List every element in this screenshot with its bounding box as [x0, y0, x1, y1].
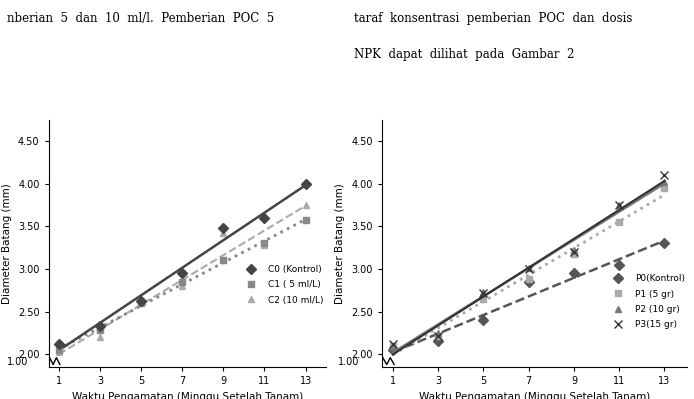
Legend: P0(Kontrol), P1 (5 gr), P2 (10 gr), P3(15 gr): P0(Kontrol), P1 (5 gr), P2 (10 gr), P3(1… — [604, 271, 688, 333]
C1 ( 5 ml/L) — [178, 279, 187, 284]
P0(Kontrol) — [525, 279, 533, 284]
C2 (10 ml/L) — [137, 299, 145, 304]
C2 (10 ml/L) — [219, 231, 228, 235]
P1 (5 gr) — [660, 186, 668, 190]
P0(Kontrol) — [480, 318, 488, 322]
X-axis label: Waktu Pengamatan (Minggu Setelah Tanam): Waktu Pengamatan (Minggu Setelah Tanam) — [418, 392, 650, 399]
P1 (5 gr) — [434, 333, 442, 338]
Line: P3(15 gr): P3(15 gr) — [389, 171, 668, 348]
P1 (5 gr) — [525, 277, 533, 282]
P0(Kontrol) — [570, 271, 578, 276]
Y-axis label: Diameter Batang (mm): Diameter Batang (mm) — [335, 183, 346, 304]
Line: P2 (10 gr): P2 (10 gr) — [389, 178, 668, 349]
P2 (10 gr) — [570, 248, 578, 253]
X-axis label: Waktu Pengamatan (Minggu Setelah Tanam): Waktu Pengamatan (Minggu Setelah Tanam) — [71, 392, 303, 399]
P3(15 gr) — [615, 203, 623, 207]
Line: C2 (10 ml/L): C2 (10 ml/L) — [56, 201, 309, 355]
Line: C1 ( 5 ml/L): C1 ( 5 ml/L) — [56, 217, 309, 354]
Text: nberian  5  dan  10  ml/l.  Pemberian  POC  5: nberian 5 dan 10 ml/l. Pemberian POC 5 — [7, 12, 274, 25]
C1 ( 5 ml/L) — [96, 328, 104, 333]
Line: P1 (5 gr): P1 (5 gr) — [389, 184, 668, 349]
P2 (10 gr) — [660, 180, 668, 184]
C2 (10 ml/L) — [260, 243, 269, 247]
P0(Kontrol) — [660, 241, 668, 246]
C0 (Kontrol) — [96, 324, 104, 328]
Legend: C0 (Kontrol), C1 ( 5 ml/L), C2 (10 ml/L): C0 (Kontrol), C1 ( 5 ml/L), C2 (10 ml/L) — [237, 261, 327, 308]
P0(Kontrol) — [434, 339, 442, 344]
P2 (10 gr) — [525, 266, 533, 271]
Y-axis label: Diameter Batang (mm): Diameter Batang (mm) — [2, 183, 12, 304]
Text: NPK  dapat  dilihat  pada  Gambar  2: NPK dapat dilihat pada Gambar 2 — [354, 48, 575, 61]
C1 ( 5 ml/L) — [137, 301, 145, 306]
C1 ( 5 ml/L) — [260, 241, 269, 246]
P3(15 gr) — [570, 249, 578, 254]
P3(15 gr) — [389, 342, 397, 346]
P1 (5 gr) — [615, 220, 623, 225]
P3(15 gr) — [660, 173, 668, 178]
C1 ( 5 ml/L) — [55, 348, 63, 352]
P3(15 gr) — [434, 333, 442, 338]
C2 (10 ml/L) — [96, 335, 104, 340]
Text: 1.00: 1.00 — [7, 357, 28, 367]
C0 (Kontrol) — [301, 181, 310, 186]
C0 (Kontrol) — [137, 299, 145, 304]
P2 (10 gr) — [615, 203, 623, 207]
P0(Kontrol) — [389, 348, 397, 352]
P2 (10 gr) — [480, 290, 488, 294]
Line: C0 (Kontrol): C0 (Kontrol) — [56, 180, 309, 348]
C2 (10 ml/L) — [178, 284, 187, 288]
Text: 1.00: 1.00 — [338, 357, 359, 367]
Text: taraf  konsentrasi  pemberian  POC  dan  dosis: taraf konsentrasi pemberian POC dan dosi… — [354, 12, 632, 25]
C0 (Kontrol) — [55, 342, 63, 346]
P1 (5 gr) — [389, 344, 397, 348]
P1 (5 gr) — [480, 296, 488, 301]
P1 (5 gr) — [570, 251, 578, 256]
P0(Kontrol) — [615, 262, 623, 267]
C0 (Kontrol) — [219, 226, 228, 231]
C0 (Kontrol) — [178, 271, 187, 276]
P2 (10 gr) — [389, 344, 397, 348]
C1 ( 5 ml/L) — [301, 218, 310, 223]
P3(15 gr) — [525, 267, 533, 271]
C1 ( 5 ml/L) — [219, 258, 228, 263]
C2 (10 ml/L) — [55, 350, 63, 354]
Line: P0(Kontrol): P0(Kontrol) — [389, 240, 668, 354]
C0 (Kontrol) — [260, 215, 269, 220]
P3(15 gr) — [480, 290, 488, 295]
C2 (10 ml/L) — [301, 203, 310, 207]
P2 (10 gr) — [434, 330, 442, 335]
